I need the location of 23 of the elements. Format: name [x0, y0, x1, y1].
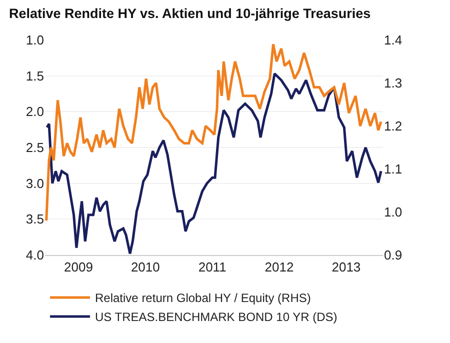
legend-label: Relative return Global HY / Equity (RHS): [95, 291, 311, 306]
x-tick-label: 2009: [64, 260, 93, 275]
x-tick-label: 2011: [198, 260, 226, 275]
x-tick-label: 2010: [130, 260, 160, 275]
x-tick-label: 2013: [332, 260, 361, 275]
y-tick-label: 2.5: [26, 140, 44, 156]
y2-tick-label: 1.4: [384, 32, 402, 48]
legend-label: US TREAS.BENCHMARK BOND 10 YR (DS): [95, 310, 338, 324]
y2-tick-label: 0.9: [384, 248, 402, 263]
y-tick-label: 4.0: [26, 248, 44, 263]
y2-tick-label: 1.2: [384, 118, 402, 134]
y2-tick-label: 1.1: [384, 162, 402, 177]
y-tick-label: 3.5: [26, 212, 44, 227]
y-tick-label: 1.0: [26, 32, 44, 48]
y2-tick-label: 1.0: [384, 204, 402, 220]
line-series: [45, 43, 382, 222]
x-tick-label: 2012: [264, 260, 294, 275]
y-tick-label: 1.5: [26, 68, 44, 84]
chart-title: Relative Rendite HY vs. Aktien und 10-jährige Treasuries: [9, 6, 371, 22]
y2-tick-label: 1.3: [384, 76, 402, 91]
line-series: [46, 72, 382, 255]
y-tick-label: 3.0: [26, 176, 44, 191]
y-tick-label: 2.0: [26, 104, 44, 120]
